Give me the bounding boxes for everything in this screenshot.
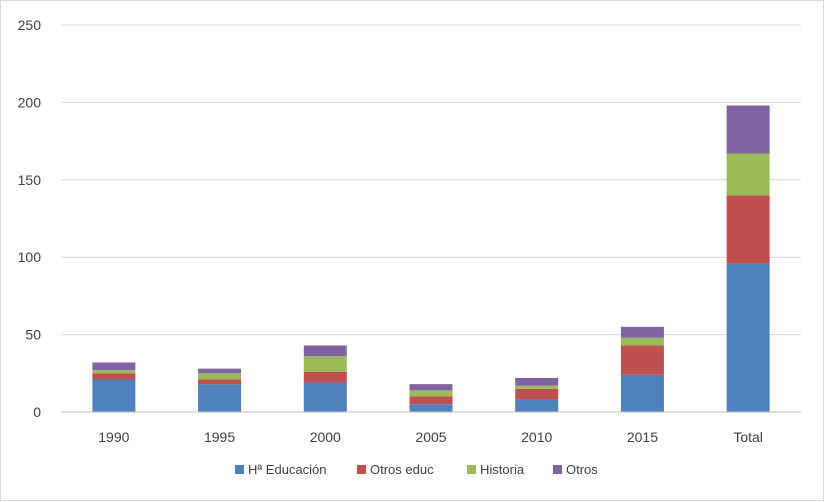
bar-segment-2005-2 bbox=[409, 390, 453, 397]
legend-swatch bbox=[357, 465, 366, 474]
bar-segment-2010-1 bbox=[515, 388, 559, 400]
bar-segment-Total-1 bbox=[726, 195, 770, 264]
bar-segment-1995-0 bbox=[198, 384, 242, 412]
legend-label: Historia bbox=[480, 462, 525, 477]
bar-segment-2010-2 bbox=[515, 385, 559, 389]
x-tick-label: 1990 bbox=[98, 429, 129, 445]
bar-segment-2010-0 bbox=[515, 399, 559, 412]
x-tick-label: Total bbox=[733, 429, 763, 445]
legend-swatch bbox=[235, 465, 244, 474]
bar-segment-Total-0 bbox=[726, 263, 770, 412]
bar-segment-2015-1 bbox=[620, 345, 664, 375]
x-tick-label: 2005 bbox=[415, 429, 446, 445]
y-tick-label: 0 bbox=[33, 404, 41, 420]
bar-segment-2015-2 bbox=[620, 337, 664, 346]
y-tick-label: 250 bbox=[18, 17, 42, 33]
bar-segment-2000-3 bbox=[303, 345, 347, 357]
y-tick-label: 150 bbox=[18, 172, 42, 188]
bar-segment-Total-3 bbox=[726, 105, 770, 154]
x-tick-label: 2015 bbox=[627, 429, 658, 445]
y-axis-ticks: 0 50 100 150 200 250 bbox=[18, 17, 42, 420]
x-tick-label: 2010 bbox=[521, 429, 552, 445]
bar-segment-2000-0 bbox=[303, 382, 347, 412]
legend-swatch bbox=[467, 465, 476, 474]
bar-segment-1995-1 bbox=[198, 379, 242, 385]
bar-segment-1990-3 bbox=[92, 362, 136, 371]
y-tick-label: 100 bbox=[18, 249, 42, 265]
bar-segment-2000-2 bbox=[303, 356, 347, 372]
bar-segment-1990-0 bbox=[92, 379, 136, 412]
bar-segment-1995-2 bbox=[198, 373, 242, 380]
bar-segment-Total-2 bbox=[726, 153, 770, 196]
bar-segment-2015-0 bbox=[620, 374, 664, 412]
bar-segment-2000-1 bbox=[303, 371, 347, 383]
legend-swatch bbox=[553, 465, 562, 474]
bar-segment-2010-3 bbox=[515, 377, 559, 386]
x-tick-label: 2000 bbox=[310, 429, 341, 445]
bar-segment-1990-1 bbox=[92, 373, 136, 380]
bar-segment-2005-1 bbox=[409, 396, 453, 405]
legend-label: Otros educ bbox=[370, 462, 434, 477]
bar-segment-2005-3 bbox=[409, 384, 453, 391]
bar-segment-2005-0 bbox=[409, 404, 453, 412]
legend-label: Otros bbox=[566, 462, 598, 477]
gridlines bbox=[61, 24, 801, 336]
bar-segment-1995-3 bbox=[198, 368, 242, 374]
bar-segment-2015-3 bbox=[620, 326, 664, 338]
bar-segment-1990-2 bbox=[92, 370, 136, 374]
bars bbox=[92, 105, 770, 412]
x-axis-labels: 1990 1995 2000 2005 2010 2015 Total bbox=[98, 429, 763, 445]
x-tick-label: 1995 bbox=[204, 429, 235, 445]
y-tick-label: 50 bbox=[25, 327, 41, 343]
legend: Hª Educación Otros educ Historia Otros bbox=[235, 462, 598, 477]
legend-label: Hª Educación bbox=[248, 462, 327, 477]
y-tick-label: 200 bbox=[18, 94, 42, 110]
